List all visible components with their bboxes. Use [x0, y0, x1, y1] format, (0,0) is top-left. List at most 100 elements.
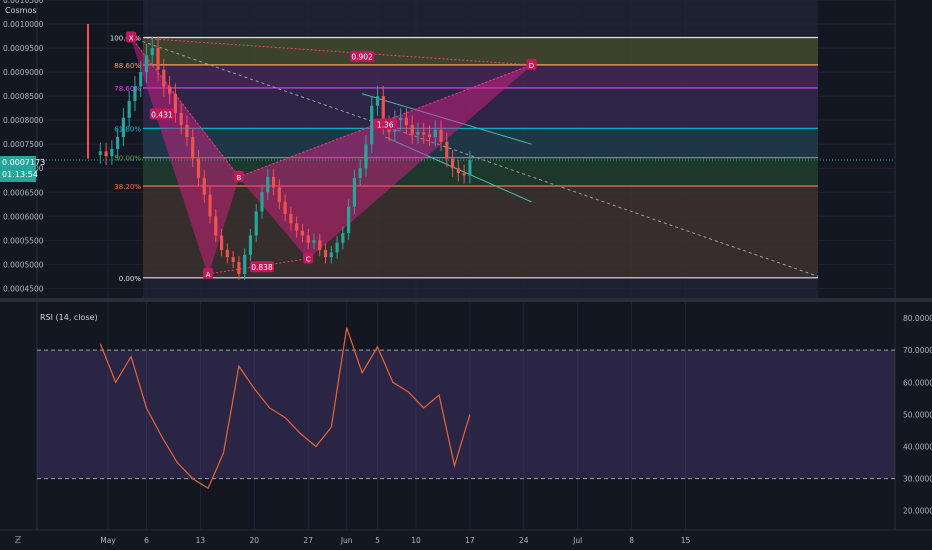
- fib-level-label: 50.00%: [114, 155, 141, 163]
- price-tick-label: 0.0005500: [3, 236, 44, 245]
- time-tick-label: 17: [465, 536, 475, 545]
- candle-body: [237, 261, 241, 274]
- pattern-point-label: C: [306, 256, 311, 264]
- candle-body: [300, 230, 305, 236]
- candle-body: [127, 100, 131, 118]
- candle-body: [219, 235, 224, 250]
- price-tick-label: 0.0009500: [3, 44, 44, 53]
- pattern-ratio-badge: [350, 50, 375, 62]
- candle-body: [277, 187, 281, 202]
- candle-body: [352, 177, 356, 207]
- candle-body: [133, 86, 137, 101]
- pattern-ratio-badge: [149, 108, 174, 120]
- candle-body: [173, 93, 177, 113]
- rsi-band-fill: [37, 350, 895, 479]
- candle-body: [427, 134, 432, 137]
- candle-body: [162, 69, 166, 87]
- candle-body: [168, 86, 172, 94]
- price-tick-label: 0.0010500: [3, 0, 44, 5]
- pattern-ratio-line: [208, 258, 309, 275]
- harmonic-pattern: [130, 36, 532, 276]
- rsi-tick-label: 70.0000: [903, 346, 932, 355]
- time-tick-label: Jun: [340, 536, 353, 545]
- candle-body: [370, 105, 374, 145]
- time-tick-label: 10: [411, 536, 421, 545]
- candle-body: [196, 158, 201, 178]
- fib-band: [143, 128, 818, 158]
- candle-body: [289, 213, 293, 224]
- pattern-point-label: B: [236, 174, 241, 182]
- fib-level-label: 88.60%: [114, 62, 141, 70]
- candle-body: [110, 149, 114, 157]
- fib-band: [143, 87, 818, 129]
- candle-body: [329, 252, 333, 258]
- candle-body: [450, 158, 455, 169]
- pattern-ratio-label: 0.838: [251, 263, 273, 272]
- pattern-ratio-badge: [250, 261, 274, 273]
- time-tick-label: 13: [196, 536, 206, 545]
- candle-body: [185, 124, 189, 137]
- candle-body: [208, 194, 212, 217]
- candle-body: [375, 96, 380, 106]
- pattern-point-label: X: [129, 34, 134, 42]
- time-tick-label: May: [100, 536, 116, 545]
- candle-body: [335, 242, 339, 253]
- time-tick-label: 6: [144, 536, 149, 545]
- candle-body: [456, 168, 460, 174]
- candle-body: [295, 223, 299, 231]
- candle-body: [260, 192, 264, 212]
- fib-level-label: 61.80%: [114, 125, 141, 133]
- rsi-tick-label: 30.0000: [903, 475, 932, 484]
- pattern-ratio-label: 0.431: [151, 110, 173, 119]
- pattern-point-badge: [203, 267, 214, 279]
- candle-body: [445, 141, 449, 159]
- candle-body: [214, 216, 218, 236]
- candle-body: [312, 240, 316, 243]
- rsi-tick-label: 80.0000: [903, 314, 932, 323]
- bar-countdown: 01:13:54: [2, 170, 38, 179]
- price-tick-label: 0.0004500: [3, 284, 44, 293]
- candle-body: [462, 173, 466, 176]
- time-tick-label: 15: [681, 536, 691, 545]
- time-tick-label: 5: [375, 536, 380, 545]
- rsi-panel: [37, 327, 895, 490]
- price-tick-label: 0.0006500: [3, 188, 44, 197]
- price-tick-label: 0.0009000: [3, 68, 44, 77]
- candle-body: [139, 72, 143, 87]
- candle-body: [202, 177, 206, 195]
- pattern-ratio-label: 0.902: [351, 53, 373, 62]
- pattern-point-label: A: [206, 271, 211, 279]
- price-tick-label: 0.0005000: [3, 260, 44, 269]
- current-price: 0.0007173: [2, 158, 46, 167]
- candle-body: [468, 160, 472, 176]
- candle-body: [381, 96, 385, 125]
- pattern-point-label: D: [529, 62, 534, 70]
- rsi-tick-label: 20.0000: [903, 507, 932, 516]
- candle-body: [271, 176, 276, 188]
- candle-body: [121, 117, 125, 137]
- fib-level-label: 100.00%: [110, 34, 141, 42]
- candle-body: [318, 240, 322, 250]
- candle-body: [144, 55, 149, 73]
- candle-body: [341, 233, 345, 243]
- candle-body: [225, 249, 229, 258]
- price-tick-label: 0.0008500: [3, 92, 44, 101]
- timezone-icon[interactable]: Ƶ: [14, 535, 22, 546]
- candle-body: [358, 168, 362, 178]
- pattern-point-badge: [526, 58, 537, 70]
- candle-body: [266, 176, 270, 193]
- candle-body: [156, 48, 160, 70]
- candle-body: [347, 206, 351, 234]
- candle-body: [416, 132, 420, 135]
- candle-body: [399, 117, 403, 121]
- pattern-ratio-line: [131, 36, 532, 66]
- fib-band: [143, 64, 818, 88]
- candle-body: [191, 136, 195, 159]
- candle-body: [422, 132, 426, 135]
- time-tick-label: 8: [629, 536, 634, 545]
- candle-body: [98, 151, 102, 155]
- rsi-title: RSI (14, close): [40, 313, 98, 322]
- pattern-point-badge: [303, 252, 314, 264]
- rsi-tick-label: 50.0000: [903, 410, 932, 419]
